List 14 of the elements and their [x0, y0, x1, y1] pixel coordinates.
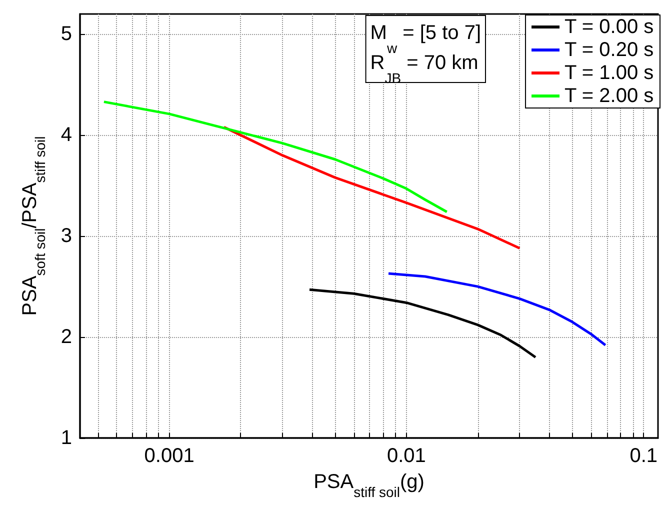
y-tick-label: 2 — [60, 326, 72, 348]
x-tick-label: 0.1 — [630, 445, 658, 467]
y-tick-label: 5 — [60, 23, 72, 46]
y-tick-label: 3 — [60, 225, 72, 248]
x-tick-label: 0.01 — [387, 445, 426, 467]
legend-label: T = 0.00 s — [564, 16, 654, 38]
y-tick-label: 4 — [60, 124, 72, 146]
legend-label: T = 2.00 s — [564, 85, 654, 107]
y-axis-title: PSAsoft soil/PSAstiff soil — [19, 136, 48, 316]
legend-label: T = 1.00 s — [564, 62, 654, 84]
y-tick-label: 1 — [60, 427, 72, 449]
annotation: Mw = [5 to 7] — [370, 22, 482, 56]
x-tick-label: 0.001 — [144, 445, 194, 467]
legend-label: T = 0.20 s — [564, 39, 654, 61]
